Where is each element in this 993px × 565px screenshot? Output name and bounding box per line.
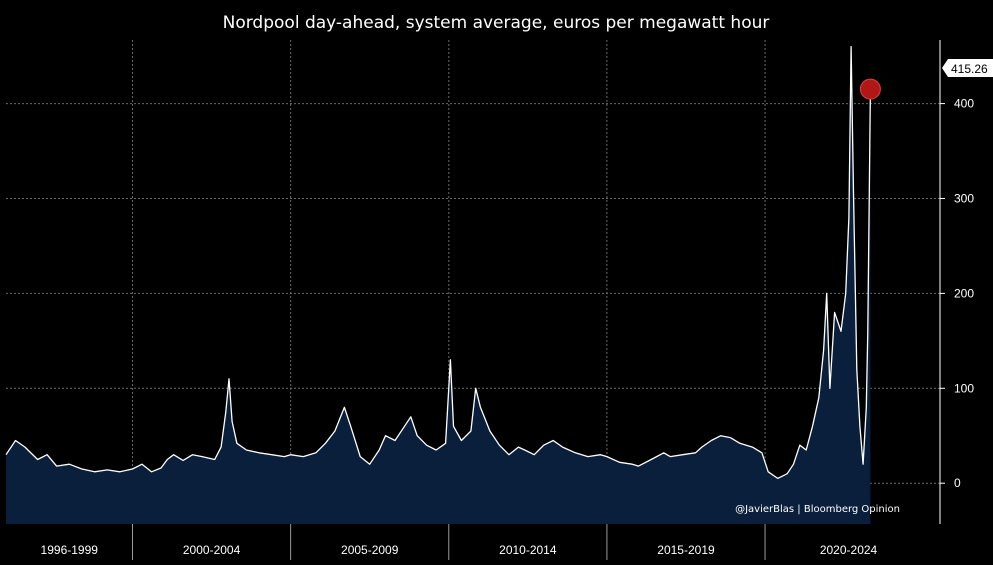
last-value-marker-dot	[859, 78, 881, 100]
chart-title: Nordpool day-ahead, system average, euro…	[223, 13, 770, 33]
area-fill	[6, 46, 871, 524]
x-period-label: 1996-1999	[41, 543, 99, 557]
last-value-callout: 415.26	[942, 59, 993, 77]
vertical-gridlines	[132, 40, 766, 524]
x-period-label: 2005-2009	[341, 543, 399, 557]
y-tick-label: 400	[954, 97, 974, 111]
x-period-label: 2010-2014	[499, 543, 557, 557]
y-tick-label: 300	[954, 191, 974, 205]
last-value-label: 415.26	[951, 62, 988, 76]
callout-box	[942, 59, 993, 77]
x-axis: 1996-1999 2000-2004 2005-2009 2010-2014 2015…	[41, 524, 878, 560]
y-tick-label: 0	[954, 476, 961, 490]
price-area	[5, 45, 872, 524]
source-credit: @JavierBlas | Bloomberg Opinion	[735, 504, 900, 515]
last-value-marker	[859, 78, 881, 100]
price-line	[5, 45, 872, 480]
y-tick-label: 100	[954, 381, 974, 395]
y-tick-label: 200	[954, 286, 974, 300]
x-period-label: 2020-2024	[820, 543, 878, 557]
x-period-label: 2015-2019	[657, 543, 715, 557]
x-period-label: 2000-2004	[183, 543, 241, 557]
y-axis: 0 100 200 300 400	[939, 40, 974, 524]
